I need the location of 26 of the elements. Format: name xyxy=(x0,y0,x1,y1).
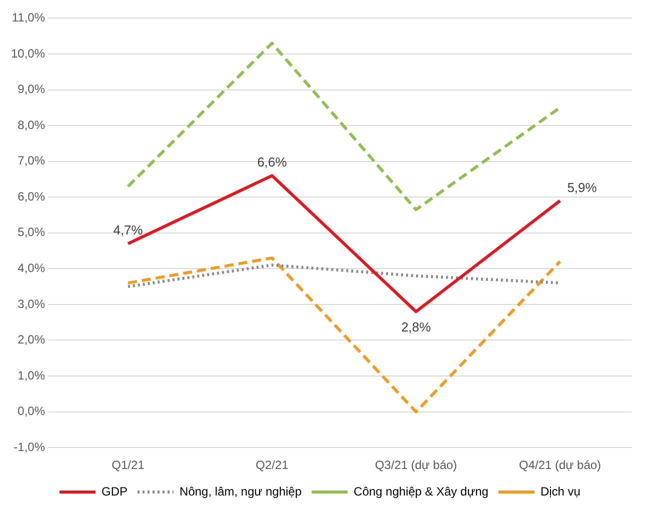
y-tick-label: 11,0% xyxy=(12,10,46,25)
legend-label: Nông, lâm, ngư nghiệp xyxy=(180,484,302,498)
x-tick-label: Q1/21 xyxy=(112,458,145,472)
y-tick-label: 10,0% xyxy=(10,46,46,60)
y-tick-label: -1,0% xyxy=(14,440,46,454)
x-tick-label: Q3/21 (dự báo) xyxy=(374,458,458,472)
data-label: 4,7% xyxy=(113,222,144,238)
data-label: 2,8% xyxy=(401,320,432,335)
y-tick-label: 1,0% xyxy=(18,368,46,382)
y-tick-label: 2,0% xyxy=(18,332,46,347)
legend-label: GDP xyxy=(102,484,128,498)
x-tick-label: Q2/21 xyxy=(256,458,289,472)
data-label: 6,6% xyxy=(257,154,288,170)
y-tick-label: 7,0% xyxy=(18,154,46,168)
line-series xyxy=(126,256,562,414)
y-tick-label: 5,0% xyxy=(18,225,46,240)
x-tick-label: Q4/21 (dự báo) xyxy=(518,458,602,472)
legend-label: Công nghiệp & Xây dựng xyxy=(354,484,488,498)
y-tick-label: 3,0% xyxy=(18,296,46,311)
y-tick-label: 4,0% xyxy=(18,260,46,275)
y-tick-label: 6,0% xyxy=(18,189,46,204)
y-tick-label: 0,0% xyxy=(18,404,46,418)
y-tick-label: 8,0% xyxy=(18,118,46,132)
legend-label: Dịch vụ xyxy=(540,484,580,498)
y-tick-label: 9,0% xyxy=(18,82,46,96)
data-label: 5,9% xyxy=(567,180,598,195)
